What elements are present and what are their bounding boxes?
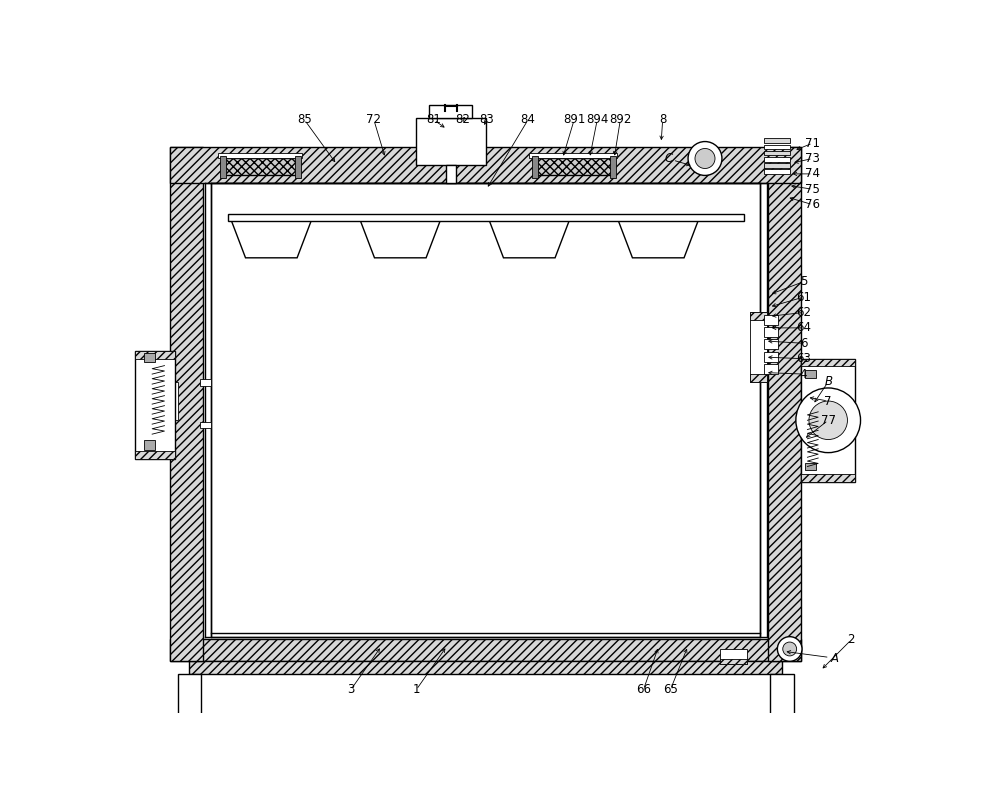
Bar [536,159,613,175]
Bar [200,422,211,428]
Text: 77: 77 [821,414,836,427]
Bar [532,156,538,178]
Bar [170,147,203,661]
Bar [446,165,456,183]
Bar [750,312,767,382]
Bar [764,364,778,374]
Text: 6: 6 [800,336,807,350]
Bar [801,474,855,482]
Bar [610,156,616,178]
Polygon shape [231,221,311,258]
Bar [189,661,782,674]
Bar [764,157,790,162]
Bar [801,359,855,482]
Bar [764,315,778,325]
Text: 62: 62 [796,306,811,319]
Bar [144,352,155,362]
Text: 894: 894 [586,114,608,127]
Text: 76: 76 [805,198,820,211]
Bar [764,151,790,155]
Bar [220,156,226,178]
Bar [218,153,302,159]
Bar [768,147,801,661]
Bar [135,451,175,459]
Bar [135,351,175,359]
Text: 1: 1 [413,683,420,696]
Bar [178,674,201,728]
Text: 72: 72 [366,114,381,127]
Bar [211,183,760,638]
Bar [295,156,301,178]
Bar [200,380,211,385]
Text: 75: 75 [805,183,820,195]
Bar [720,649,747,664]
Text: 7: 7 [824,395,832,408]
Bar [750,374,767,382]
Bar [770,674,794,728]
Bar [805,370,816,378]
Text: 66: 66 [636,683,651,696]
Bar [764,139,790,143]
Bar [764,163,790,167]
Bar [429,105,472,119]
Polygon shape [489,221,569,258]
Bar [805,463,816,470]
Text: 891: 891 [563,114,585,127]
Text: 2: 2 [848,634,855,646]
Bar [170,639,801,661]
Bar [170,147,801,183]
Text: 3: 3 [347,683,354,696]
Bar [750,312,767,320]
Text: B: B [824,376,832,388]
Bar [764,327,778,337]
Text: 5: 5 [800,276,807,288]
Bar [764,340,778,349]
Circle shape [777,637,802,662]
Text: 8: 8 [659,114,666,127]
Text: 892: 892 [609,114,631,127]
Text: 73: 73 [805,152,820,165]
Circle shape [796,388,861,453]
Text: 82: 82 [455,114,470,127]
Text: 65: 65 [663,683,678,696]
Bar [135,351,175,459]
Circle shape [688,142,722,175]
Circle shape [809,401,847,440]
Circle shape [783,642,797,656]
Text: C: C [665,152,673,165]
Bar [764,145,790,149]
Text: 63: 63 [796,352,811,365]
Text: 85: 85 [297,114,312,127]
Polygon shape [360,221,440,258]
Text: 61: 61 [796,291,811,304]
Text: 84: 84 [520,114,535,127]
Bar [170,382,178,421]
Text: 74: 74 [805,167,820,180]
Bar [228,214,744,221]
Bar [224,159,297,175]
Text: 81: 81 [427,114,441,127]
Text: 83: 83 [479,114,494,127]
Text: A: A [830,653,838,666]
Bar [720,659,747,664]
Bar [801,359,855,366]
Bar [164,385,171,417]
Circle shape [695,148,715,168]
Text: 71: 71 [805,137,820,150]
Bar [764,169,790,174]
Text: 64: 64 [796,321,811,334]
Bar [764,352,778,362]
Bar [529,153,617,159]
Bar [416,119,486,165]
Polygon shape [618,221,698,258]
Text: 4: 4 [800,368,807,380]
Bar [144,441,155,449]
